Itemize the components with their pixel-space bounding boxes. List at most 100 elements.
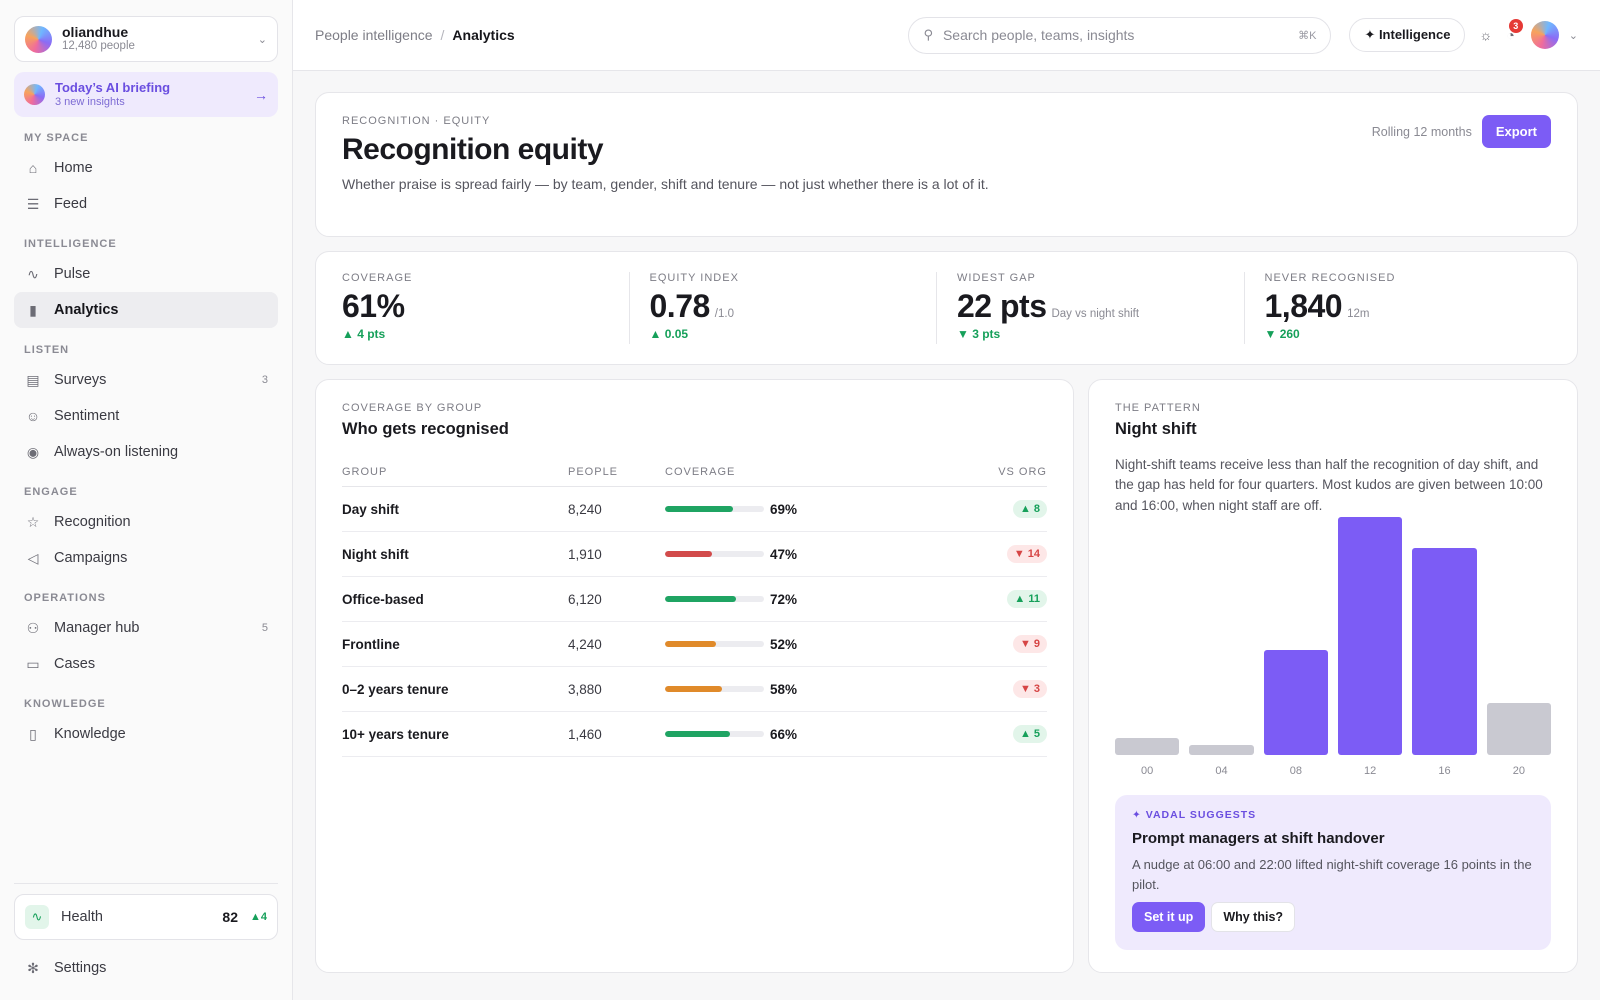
coverage-percent: 66% (770, 726, 798, 742)
health-value: 82 (222, 909, 238, 925)
sidebar-item-surveys[interactable]: ▤ Surveys 3 (14, 362, 278, 398)
pattern-eyebrow: THE PATTERN (1115, 402, 1201, 414)
search-bar[interactable]: ⚲ ⌘K (908, 16, 1332, 54)
chevron-down-icon[interactable]: ⌄ (1568, 29, 1578, 42)
vs-org-badge: ▲ 11 (1007, 590, 1047, 608)
sidebar-section-label: INTELLIGENCE (24, 238, 117, 250)
kpi-value: 61% (342, 288, 405, 324)
kpi-suffix: 12m (1347, 308, 1370, 320)
coverage-bar-fill (665, 731, 731, 737)
cell-coverage: 69% (665, 502, 915, 517)
org-people-count: 12,480 people (62, 40, 135, 53)
cell-group: Night shift (342, 546, 409, 562)
vs-org-badge: ▲ 5 (1012, 725, 1047, 743)
sidebar-item-knowledge[interactable]: ▯ Knowledge (14, 716, 278, 752)
kpi-label: WIDEST GAP (957, 272, 1036, 284)
vs-org-badge: ▼ 9 (1012, 635, 1047, 653)
sidebar-item-label: Home (54, 160, 93, 176)
table-row[interactable]: 0–2 years tenure 3,880 58% ▼ 3 (342, 667, 1047, 712)
health-widget[interactable]: ∿ Health 82 ▲4 (14, 894, 278, 940)
chart-bar-20[interactable] (1486, 702, 1551, 755)
health-delta: ▲4 (249, 911, 267, 923)
time-range-label[interactable]: Rolling 12 months (1371, 124, 1472, 139)
kpi-coverage: COVERAGE 61% ▲ 4 pts (342, 272, 630, 344)
sidebar-item-always-on-listening[interactable]: ◉ Always-on listening (14, 434, 278, 470)
coverage-percent: 69% (770, 501, 798, 517)
chart-bar-04[interactable] (1189, 745, 1254, 755)
cell-people: 3,880 (568, 681, 602, 697)
cell-coverage: 72% (665, 592, 915, 607)
sidebar-item-manager-hub[interactable]: ⚇ Manager hub 5 (14, 610, 278, 646)
kpi-value: 22 pts (957, 288, 1047, 324)
chart-x-tick: 08 (1289, 765, 1302, 777)
breadcrumb: People intelligence / Analytics (315, 27, 908, 43)
pattern-title: Night shift (1115, 420, 1197, 438)
search-shortcut: ⌘K (1298, 29, 1317, 42)
chart-bar-16[interactable] (1412, 547, 1477, 755)
col-header-group[interactable]: GROUP (342, 465, 388, 478)
kpi-delta: ▼ 260 (1264, 327, 1300, 341)
suggestion-body: A nudge at 06:00 and 22:00 lifted night-… (1132, 857, 1532, 892)
notification-icon[interactable]: ◔ 3 (1506, 19, 1523, 43)
why-this-button[interactable]: Why this? (1211, 902, 1296, 932)
sentiment-icon: ☺ (25, 408, 41, 424)
org-name: oliandhue (62, 24, 129, 41)
col-header-coverage[interactable]: COVERAGE (665, 465, 736, 478)
col-header-vs-org[interactable]: VS ORG (998, 465, 1047, 478)
coverage-table: GROUP PEOPLE COVERAGE VS ORG Day shift 8,… (342, 457, 1047, 757)
user-avatar[interactable] (1530, 21, 1559, 49)
intelligence-button[interactable]: ✦ Intelligence (1349, 18, 1466, 52)
ai-briefing-card[interactable]: Today’s AI briefing 3 new insights → (14, 72, 278, 117)
ai-avatar (24, 84, 45, 105)
table-row[interactable]: Night shift 1,910 47% ▼ 14 (342, 532, 1047, 577)
search-icon: ⚲ (923, 27, 933, 42)
cell-group: Day shift (342, 501, 400, 517)
sidebar-section-label: OPERATIONS (24, 592, 106, 604)
sidebar-section-label: KNOWLEDGE (24, 698, 106, 710)
suggestion-title: Prompt managers at shift handover (1132, 830, 1385, 847)
star-icon: ☆ (26, 513, 40, 530)
sidebar-item-sentiment[interactable]: ☺ Sentiment (14, 398, 278, 434)
sidebar-item-pulse[interactable]: ∿ Pulse (14, 256, 278, 292)
kpi-label: EQUITY INDEX (649, 272, 739, 284)
page-header-card: RECOGNITION · EQUITY Recognition equity … (315, 92, 1578, 237)
table-row[interactable]: 10+ years tenure 1,460 66% ▲ 5 (342, 712, 1047, 757)
table-row[interactable]: Frontline 4,240 52% ▼ 9 (342, 622, 1047, 667)
table-row[interactable]: Office-based 6,120 72% ▲ 11 (342, 577, 1047, 622)
kpi-suffix: Day vs night shift (1051, 308, 1140, 320)
table-row[interactable]: Day shift 8,240 69% ▲ 8 (342, 487, 1047, 532)
kpi-delta: ▲ 4 pts (342, 327, 386, 341)
chart-bar-00[interactable] (1115, 738, 1180, 755)
vs-org-badge: ▲ 8 (1012, 500, 1047, 518)
chart-bar-12[interactable] (1338, 517, 1403, 755)
set-it-up-button[interactable]: Set it up (1132, 902, 1206, 932)
cell-people: 4,240 (568, 636, 602, 652)
gear-icon: ✻ (27, 959, 39, 976)
cell-group: 10+ years tenure (342, 726, 449, 742)
sidebar-item-cases[interactable]: ▭ Cases (14, 646, 278, 682)
kpi-delta: ▲ 0.05 (649, 327, 689, 341)
coverage-card: COVERAGE BY GROUP Who gets recognised GR… (315, 379, 1074, 973)
export-button[interactable]: Export (1481, 115, 1551, 148)
book-icon: ▯ (29, 725, 37, 742)
sidebar-item-campaigns[interactable]: ◁ Campaigns (14, 540, 278, 576)
chart-bar-08[interactable] (1263, 650, 1328, 755)
org-switcher[interactable]: oliandhue 12,480 people ⌄ (14, 16, 278, 62)
theme-toggle-icon[interactable]: ☼ (1479, 27, 1493, 43)
cell-coverage: 58% (665, 682, 915, 697)
coverage-title: Who gets recognised (342, 420, 509, 438)
sidebar-item-settings[interactable]: ✻ Settings (14, 950, 278, 986)
sidebar-item-feed[interactable]: ☰ Feed (14, 186, 278, 222)
cell-group: Office-based (342, 591, 424, 607)
sidebar-item-recognition[interactable]: ☆ Recognition (14, 504, 278, 540)
kpi-value: 1,840 (1264, 288, 1343, 324)
search-input[interactable] (942, 27, 1289, 43)
sidebar-item-analytics[interactable]: ▮ Analytics (14, 292, 278, 328)
coverage-bar-fill (665, 686, 723, 692)
col-header-people[interactable]: PEOPLE (568, 465, 619, 478)
sidebar-item-home[interactable]: ⌂ Home (14, 150, 278, 186)
breadcrumb-parent[interactable]: People intelligence (315, 27, 433, 43)
table-header: GROUP PEOPLE COVERAGE VS ORG (342, 457, 1047, 487)
coverage-bar-fill (665, 641, 717, 647)
coverage-percent: 72% (770, 591, 798, 607)
